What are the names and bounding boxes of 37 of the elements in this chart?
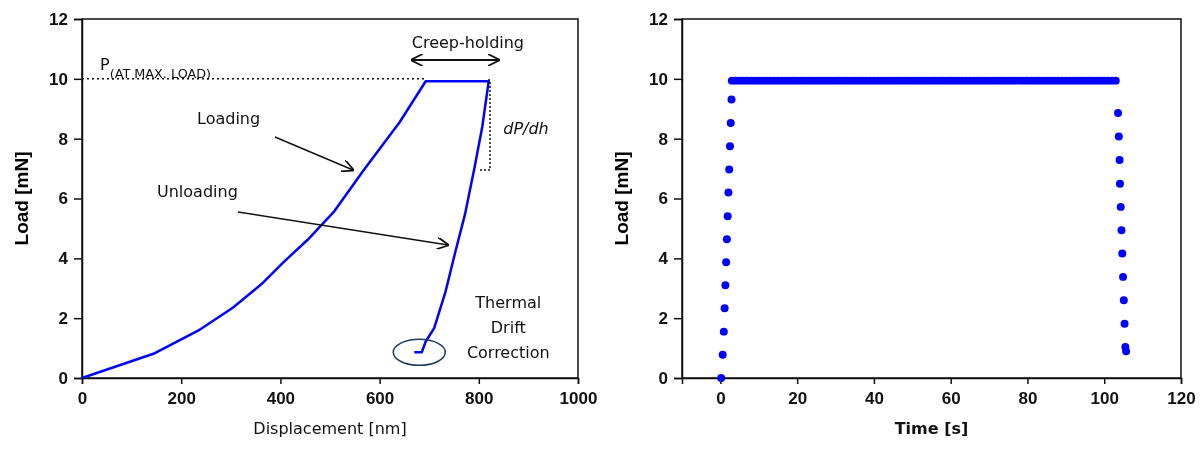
x-tick-label: 200 [167,389,196,409]
y-tick-label: 4 [658,249,669,269]
y-axis-title: Load [mN] [611,151,632,246]
y-tick-label: 6 [658,189,668,209]
x-tick-label: 80 [1018,389,1038,409]
annotation: Loading [197,109,261,128]
y-axis-title: Load [mN] [11,151,32,246]
x-tick-label: 400 [266,389,296,409]
x-tick-label: 0 [77,389,88,409]
x-tick-label: 20 [788,389,808,409]
y-tick-label: 0 [58,368,68,388]
y-tick-label: 4 [58,249,69,269]
x-tick-label: 600 [365,389,395,409]
y-tick-label: 10 [649,69,668,89]
x-tick-label: 0 [716,389,726,409]
x-tick-label: 60 [941,389,961,409]
annotation: Creep-holding [411,33,525,52]
x-tick-label: 40 [864,389,884,409]
annotation: Thermal Drift Correction [466,293,550,363]
x-tick-label: 120 [1167,389,1196,409]
annotation: Unloading [157,182,238,201]
y-tick-label: 12 [49,9,68,29]
ref-line-label: P$_{(AT MAX. LOAD)}$ [100,54,212,81]
x-tick-label: 800 [465,389,494,409]
x-axis-title: Time [s] [894,419,969,438]
y-tick-label: 8 [658,129,668,149]
y-tick-label: 8 [58,129,68,149]
x-tick-label: 1000 [559,389,598,409]
y-tick-label: 2 [58,309,68,329]
y-tick-label: 2 [658,309,668,329]
y-tick-label: 10 [49,69,68,89]
annotation: dP/dh [503,119,549,138]
x-axis-title: Displacement [nm] [253,419,407,438]
y-tick-label: 6 [58,189,68,209]
y-tick-label: 0 [658,368,668,388]
x-tick-label: 100 [1090,389,1119,409]
y-tick-label: 12 [649,9,668,29]
